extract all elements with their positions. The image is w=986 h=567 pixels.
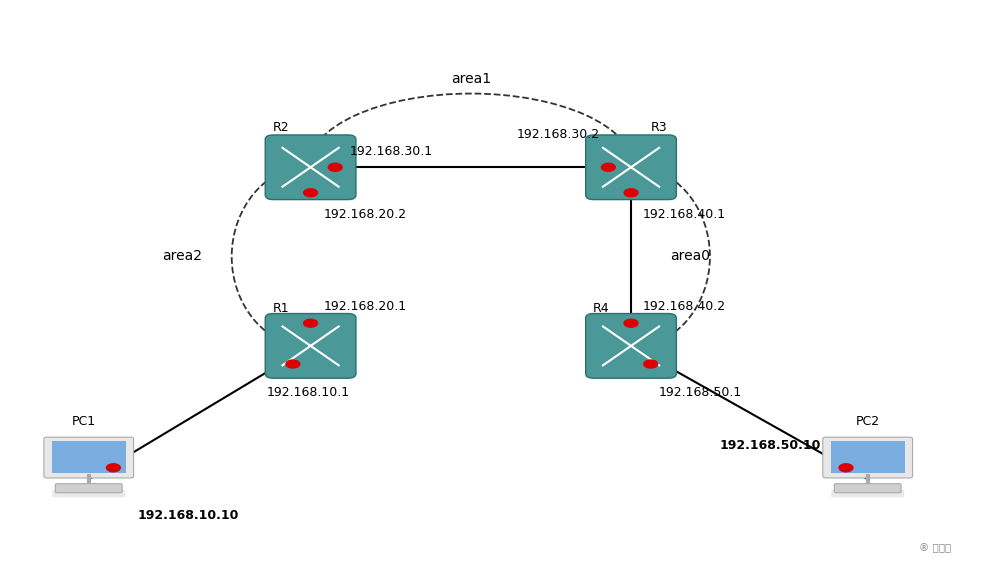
Ellipse shape xyxy=(273,318,348,334)
FancyBboxPatch shape xyxy=(265,314,356,378)
Text: 192.168.20.2: 192.168.20.2 xyxy=(323,208,406,221)
Text: 192.168.20.1: 192.168.20.1 xyxy=(323,300,406,312)
Text: 192.168.50.1: 192.168.50.1 xyxy=(659,386,741,399)
Text: 192.168.10.10: 192.168.10.10 xyxy=(138,510,240,522)
Text: ® 亿速云: ® 亿速云 xyxy=(919,543,951,553)
Circle shape xyxy=(304,319,317,327)
Circle shape xyxy=(624,189,638,197)
Text: area0: area0 xyxy=(670,249,710,263)
FancyBboxPatch shape xyxy=(834,484,901,493)
FancyBboxPatch shape xyxy=(55,484,122,493)
Text: 192.168.50.10: 192.168.50.10 xyxy=(720,439,821,451)
Circle shape xyxy=(304,189,317,197)
Text: 192.168.30.1: 192.168.30.1 xyxy=(350,145,433,158)
Ellipse shape xyxy=(273,358,348,374)
Text: 192.168.30.2: 192.168.30.2 xyxy=(517,128,599,141)
FancyBboxPatch shape xyxy=(51,441,126,473)
FancyBboxPatch shape xyxy=(52,490,125,497)
Circle shape xyxy=(624,319,638,327)
Ellipse shape xyxy=(594,358,669,374)
Text: 192.168.40.1: 192.168.40.1 xyxy=(643,208,726,221)
Circle shape xyxy=(286,360,300,368)
Ellipse shape xyxy=(594,139,669,155)
Text: area2: area2 xyxy=(163,249,202,263)
Ellipse shape xyxy=(273,179,348,195)
Circle shape xyxy=(601,163,615,171)
Text: R3: R3 xyxy=(651,121,667,134)
Text: R4: R4 xyxy=(594,302,609,315)
Text: 192.168.10.1: 192.168.10.1 xyxy=(266,386,349,399)
FancyBboxPatch shape xyxy=(586,135,676,200)
FancyBboxPatch shape xyxy=(831,490,904,497)
FancyBboxPatch shape xyxy=(830,441,905,473)
Text: PC1: PC1 xyxy=(72,415,96,428)
Text: area1: area1 xyxy=(451,73,491,86)
Circle shape xyxy=(644,360,658,368)
Text: PC2: PC2 xyxy=(856,415,880,428)
FancyBboxPatch shape xyxy=(586,314,676,378)
Circle shape xyxy=(106,464,120,472)
FancyBboxPatch shape xyxy=(822,437,913,478)
Ellipse shape xyxy=(594,179,669,195)
Ellipse shape xyxy=(594,318,669,334)
FancyBboxPatch shape xyxy=(265,135,356,200)
Circle shape xyxy=(328,163,342,171)
FancyBboxPatch shape xyxy=(43,437,134,478)
Text: 192.168.40.2: 192.168.40.2 xyxy=(643,300,726,312)
Text: R1: R1 xyxy=(273,302,289,315)
Ellipse shape xyxy=(273,139,348,155)
Circle shape xyxy=(839,464,853,472)
Text: R2: R2 xyxy=(273,121,289,134)
